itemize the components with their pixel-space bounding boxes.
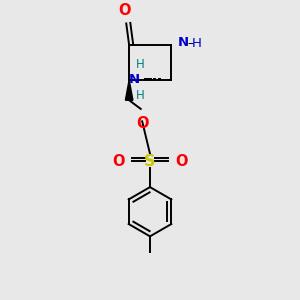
Text: –: – — [188, 37, 194, 50]
Text: N: N — [178, 36, 189, 50]
Text: O: O — [118, 3, 131, 18]
Text: N: N — [129, 74, 140, 86]
Text: O: O — [175, 154, 188, 169]
Text: O: O — [112, 154, 125, 169]
Text: S: S — [144, 154, 156, 169]
Text: H: H — [192, 37, 202, 50]
Text: H: H — [136, 88, 144, 102]
Text: O: O — [136, 116, 148, 131]
Polygon shape — [125, 80, 133, 100]
Text: H: H — [136, 58, 145, 71]
